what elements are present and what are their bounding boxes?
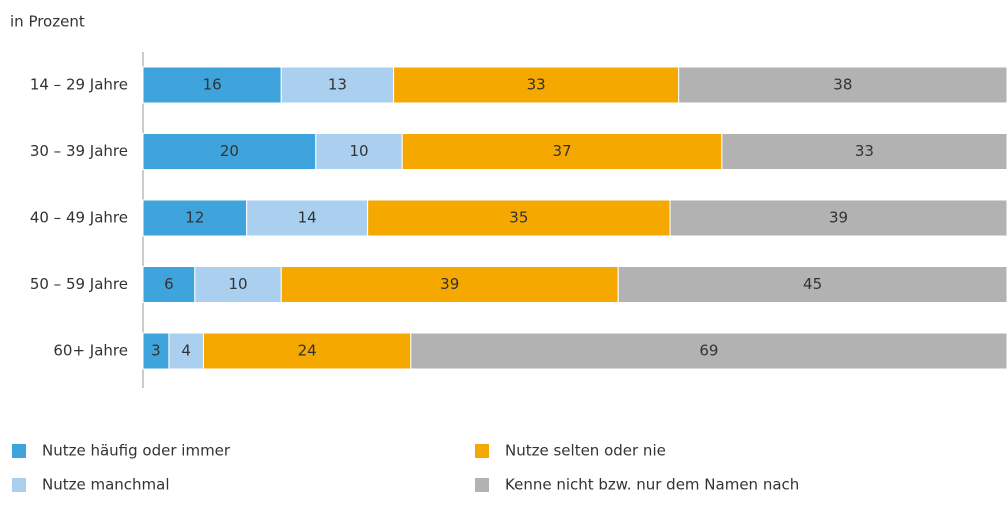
bar-segment	[367, 199, 671, 237]
legend-label: Nutze selten oder nie	[505, 442, 666, 460]
y-tick-label: 40 – 49 Jahre	[30, 209, 128, 227]
data-label: 10	[349, 142, 368, 160]
y-tick-label: 50 – 59 Jahre	[30, 275, 128, 293]
data-label: 33	[855, 142, 874, 160]
legend-label: Nutze manchmal	[42, 476, 170, 494]
bar-segment	[142, 266, 196, 303]
y-tick-label: 14 – 29 Jahre	[30, 76, 128, 94]
bar-segment	[315, 133, 403, 170]
bar-segment	[246, 199, 369, 237]
data-label: 39	[829, 209, 848, 227]
bar-segment	[678, 66, 1007, 104]
y-tick-label: 60+ Jahre	[53, 342, 128, 360]
chart-subtitle: in Prozent	[10, 13, 85, 31]
bar-segment	[280, 266, 619, 303]
bar-segment	[393, 66, 680, 104]
bar-segment	[669, 199, 1007, 237]
legend-label: Kenne nicht bzw. nur dem Namen nach	[505, 476, 799, 494]
bar-segment	[202, 332, 412, 370]
bar-segment	[142, 199, 248, 237]
data-label: 24	[298, 342, 317, 360]
data-label: 20	[220, 142, 239, 160]
legend-swatch	[475, 444, 489, 458]
bar-segment	[617, 266, 1007, 303]
data-label: 14	[298, 209, 317, 227]
data-label: 6	[164, 275, 174, 293]
bar-segment	[142, 332, 170, 370]
data-label: 33	[527, 76, 546, 94]
bar-segment	[410, 332, 1007, 370]
bar-segment	[401, 133, 723, 170]
data-label: 69	[699, 342, 718, 360]
legend-swatch	[12, 478, 26, 492]
legend-label: Nutze häufig oder immer	[42, 442, 231, 460]
data-label: 38	[833, 76, 852, 94]
data-label: 39	[440, 275, 459, 293]
bar-segment	[721, 133, 1007, 170]
legend-swatch	[12, 444, 26, 458]
data-label: 4	[181, 342, 191, 360]
data-label: 35	[509, 209, 528, 227]
legend-swatch	[475, 478, 489, 492]
data-label: 3	[151, 342, 161, 360]
data-label: 37	[552, 142, 571, 160]
y-tick-label: 30 – 39 Jahre	[30, 142, 128, 160]
bar-segment	[280, 66, 395, 104]
data-label: 13	[328, 76, 347, 94]
data-label: 45	[803, 275, 822, 293]
bar-segment	[168, 332, 204, 370]
data-label: 12	[185, 209, 204, 227]
data-label: 10	[228, 275, 247, 293]
data-label: 16	[203, 76, 222, 94]
